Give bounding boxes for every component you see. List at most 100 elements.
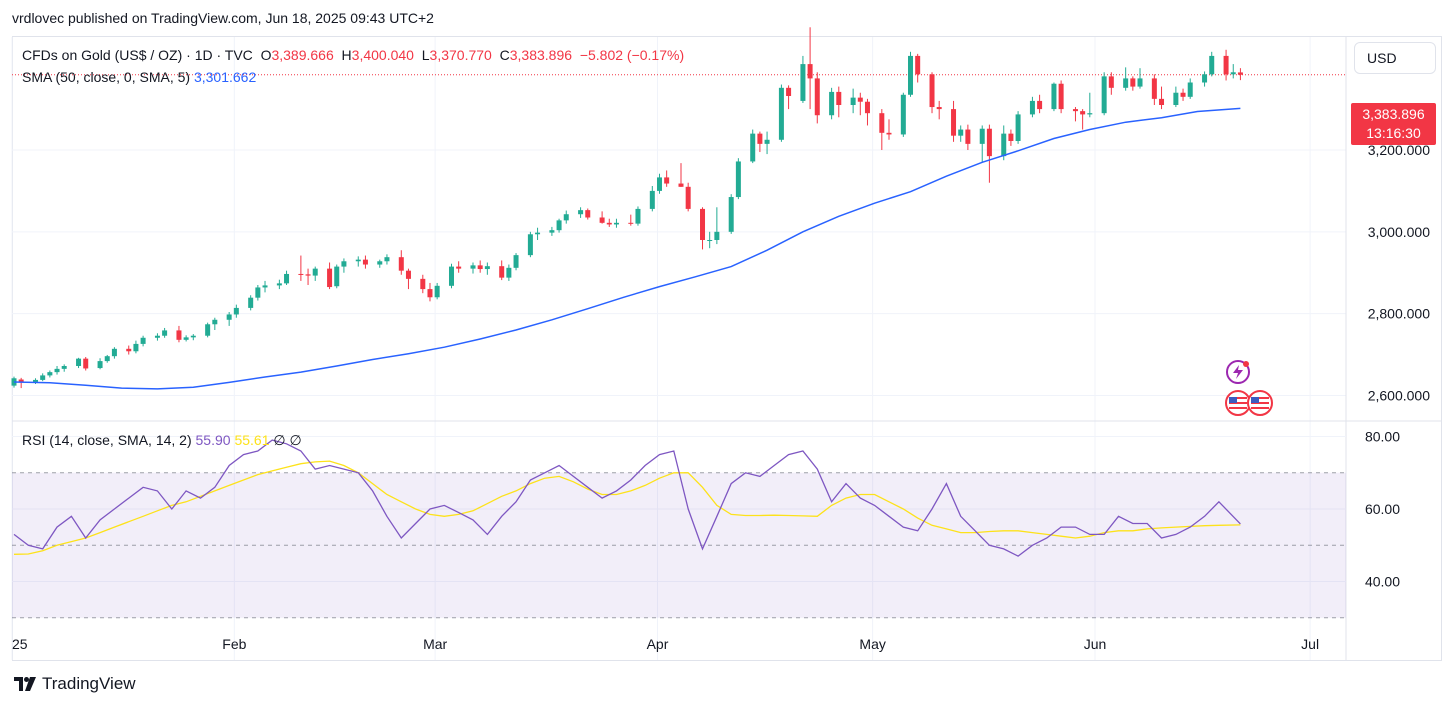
rsi-pane xyxy=(12,439,1346,619)
candle-body xyxy=(1080,111,1086,115)
candle-body xyxy=(1015,114,1021,141)
candle-body xyxy=(448,266,454,286)
candle-body xyxy=(578,210,584,215)
candle-body xyxy=(427,289,433,298)
candle-body xyxy=(499,266,505,278)
candle-body xyxy=(398,257,404,271)
candle-body xyxy=(678,183,684,187)
candle-body xyxy=(628,222,634,224)
last-price-value: 3,383.896 xyxy=(1362,106,1425,122)
ohlc-legend: CFDs on Gold (US$ / OZ) · 1D · TVC O3,38… xyxy=(22,47,684,63)
candle-body xyxy=(1037,100,1043,110)
candle-body xyxy=(226,314,232,320)
candle-body xyxy=(205,324,211,336)
candle-body xyxy=(1180,92,1186,97)
candle-body xyxy=(248,297,254,308)
candle-body xyxy=(857,97,863,102)
candle-body xyxy=(656,177,662,191)
candle-body xyxy=(140,337,146,344)
candle-body xyxy=(915,55,921,75)
candle-body xyxy=(190,335,196,338)
open-label: O xyxy=(260,47,272,63)
candle-body xyxy=(1001,133,1007,157)
x-tick-label: Feb xyxy=(222,636,246,652)
candle-body xyxy=(979,128,985,144)
rsi-label[interactable]: RSI (14, close, SMA, 14, 2) xyxy=(22,432,192,448)
candle-body xyxy=(864,101,870,114)
candle-body xyxy=(563,214,569,221)
candle-body xyxy=(312,268,318,276)
candle-body xyxy=(599,217,605,223)
candle-body xyxy=(212,319,218,325)
candle-body xyxy=(700,208,706,240)
candle-body xyxy=(1159,98,1165,105)
candle-body xyxy=(183,337,189,340)
candle-body xyxy=(735,161,741,198)
candle-body xyxy=(477,265,483,270)
candle-body xyxy=(362,259,368,265)
candle-body xyxy=(800,64,806,101)
close-label: C xyxy=(499,47,510,63)
lightning-event-icon[interactable] xyxy=(1226,360,1250,384)
candle-body xyxy=(298,273,304,275)
x-tick-label: May xyxy=(859,636,885,652)
candle-body xyxy=(154,335,160,338)
sma-label[interactable]: SMA (50, close, 0, SMA, 5) xyxy=(22,69,191,85)
candle-body xyxy=(470,265,476,269)
candle-body xyxy=(11,378,17,386)
candle-body xyxy=(1230,72,1236,75)
candle-body xyxy=(549,230,555,233)
candle-body xyxy=(1029,100,1035,115)
candle-body xyxy=(879,113,885,133)
candle-body xyxy=(176,330,182,340)
candle-body xyxy=(1187,82,1193,97)
candle-body xyxy=(506,267,512,278)
candle-body xyxy=(456,266,462,269)
footer-brand[interactable]: TradingView xyxy=(14,674,136,694)
x-tick-label: Jun xyxy=(1084,636,1107,652)
rsi-extra-2: ∅ xyxy=(289,432,302,448)
candle-body xyxy=(535,232,541,235)
candle-body xyxy=(133,343,139,352)
us-flag-event-icon[interactable] xyxy=(1225,390,1251,416)
candle-body xyxy=(635,208,641,224)
candle-body xyxy=(1209,55,1215,75)
candle-body xyxy=(284,273,290,284)
rsi-tick-label: 60.00 xyxy=(1365,501,1400,517)
candle-body xyxy=(929,74,935,108)
candle-body xyxy=(685,186,691,209)
open-value: 3,389.666 xyxy=(271,47,334,63)
candle-body xyxy=(750,133,756,162)
candle-body xyxy=(1223,55,1229,75)
bar-countdown: 13:16:30 xyxy=(1366,125,1421,141)
candle-body xyxy=(18,379,24,382)
candle-body xyxy=(1237,72,1243,75)
candle-body xyxy=(341,261,347,267)
candle-body xyxy=(585,210,591,218)
candle-body xyxy=(900,94,906,135)
rsi-ma-line xyxy=(13,460,1241,555)
us-flag-event-icon[interactable] xyxy=(1247,390,1273,416)
candle-body xyxy=(556,220,562,231)
candle-body xyxy=(664,177,670,184)
low-label: L xyxy=(421,47,430,63)
sma-legend: SMA (50, close, 0, SMA, 5) 3,301.662 xyxy=(22,69,256,85)
sma-value: 3,301.662 xyxy=(193,69,257,85)
sma-line xyxy=(13,107,1241,390)
symbol-label[interactable]: CFDs on Gold (US$ / OZ) · 1D · TVC xyxy=(22,47,253,63)
candle-body xyxy=(262,285,268,288)
rsi-line xyxy=(13,439,1241,557)
price-tick-label: 3,000.000 xyxy=(1368,224,1430,240)
candle-body xyxy=(484,266,490,270)
candle-body xyxy=(334,266,340,287)
currency-button[interactable]: USD xyxy=(1354,42,1436,74)
candle-body xyxy=(1101,76,1107,114)
price-tick-label: 3,200.000 xyxy=(1368,142,1430,158)
candle-body xyxy=(1008,133,1014,141)
candle-body xyxy=(1087,113,1093,115)
last-price-tag: 3,383.896 13:16:30 xyxy=(1351,103,1436,145)
tradingview-logo-icon xyxy=(14,677,36,691)
high-label: H xyxy=(341,47,352,63)
candle-body xyxy=(886,132,892,135)
